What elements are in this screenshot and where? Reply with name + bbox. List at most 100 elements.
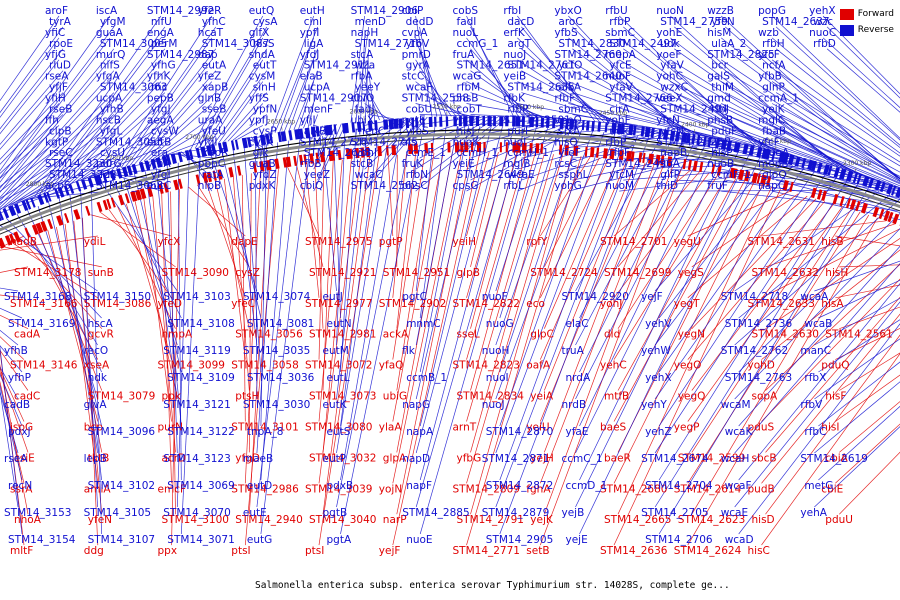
- reverse-gene-label-leader-line: [0, 81, 111, 202]
- reverse-gene-feature: [54, 188, 60, 199]
- forward-gene-label-leader-line: [617, 186, 772, 515]
- reverse-gene-label-lower-leader-line: [818, 319, 900, 373]
- reverse-gene-label-lower: yehW: [641, 345, 671, 357]
- reverse-gene-feature: [611, 122, 617, 134]
- reverse-gene-label: bcr: [711, 60, 728, 72]
- forward-gene-feature: [391, 144, 397, 156]
- reverse-gene-label-leader-line: [237, 125, 263, 140]
- reverse-gene-label-lower-leader-line: [243, 148, 262, 373]
- reverse-gene-label: sseB: [202, 104, 227, 116]
- forward-gene-label: STM14_3166: [10, 298, 78, 310]
- reverse-gene-label-leader-line: [771, 125, 900, 184]
- forward-gene-label-leader-line: [318, 159, 343, 422]
- reverse-gene-label-leader-line: [47, 48, 166, 192]
- reverse-gene-label: hscB: [96, 114, 121, 126]
- forward-gene-label-leader-line: [835, 423, 900, 484]
- forward-gene-label: ylaA: [379, 422, 403, 434]
- reverse-gene-feature: [155, 157, 163, 168]
- forward-gene-feature: [315, 152, 320, 163]
- reverse-gene-label: STM14_2825: [707, 49, 774, 61]
- forward-gene-feature: [789, 181, 794, 192]
- forward-gene-feature: [282, 157, 288, 168]
- reverse-gene-label: rfbD: [813, 38, 836, 50]
- reverse-gene-label: cobS: [453, 5, 479, 17]
- reverse-gene-feature: [97, 174, 103, 185]
- forward-gene-label: ppx: [158, 545, 178, 557]
- forward-gene-label: STM14_3056: [235, 329, 303, 341]
- reverse-gene-label-leader-line: [725, 179, 900, 207]
- reverse-gene-label: yfgA: [96, 71, 121, 83]
- forward-gene-feature: [147, 186, 154, 198]
- reverse-gene-feature: [499, 116, 504, 127]
- forward-gene-feature: [711, 164, 716, 175]
- reverse-gene-label: yfbS: [406, 125, 430, 137]
- forward-gene-label-leader-line: [613, 176, 727, 360]
- reverse-gene-label-lower: nuoG: [486, 318, 514, 330]
- reverse-gene-label-lower: STM14_2871: [482, 453, 549, 465]
- reverse-gene-label: STM14_2992: [147, 5, 214, 17]
- reverse-gene-feature: [298, 128, 304, 139]
- reverse-gene-label: wcaC: [355, 169, 383, 181]
- reverse-gene-feature: [351, 122, 356, 133]
- reverse-gene-feature: [294, 129, 301, 140]
- reverse-gene-feature: [816, 162, 823, 173]
- reverse-gene-label: yeeY: [355, 82, 381, 94]
- reverse-gene-label: dacD: [507, 16, 534, 28]
- reverse-gene-label: STM14_2760: [554, 49, 621, 61]
- reverse-gene-label-lower-leader-line: [336, 129, 391, 454]
- reverse-gene-feature: [150, 158, 157, 170]
- reverse-gene-label: STM14_2562: [351, 180, 418, 192]
- forward-gene-label: sunB: [88, 267, 114, 279]
- reverse-gene-label: mglB: [503, 158, 530, 170]
- forward-gene-label-leader-line: [543, 164, 655, 453]
- reverse-gene-feature: [726, 140, 732, 152]
- reverse-gene-label-lower-leader-line: [69, 194, 102, 481]
- reverse-gene-label: wcaG: [453, 71, 482, 83]
- reverse-gene-label-lower-leader-line: [0, 345, 23, 535]
- reverse-gene-label-leader-line: [70, 103, 162, 185]
- forward-gene-feature: [883, 210, 891, 221]
- reverse-gene-feature: [405, 118, 410, 129]
- reverse-gene-label-lower-leader-line: [738, 283, 900, 481]
- reverse-gene-label-leader-line: [826, 48, 900, 113]
- reverse-gene-label-leader-line: [771, 103, 900, 173]
- reverse-gene-label-lower-leader-line: [579, 144, 694, 373]
- reverse-gene-feature: [277, 131, 282, 143]
- forward-gene-label: oafA: [526, 360, 551, 372]
- forward-gene-label-leader-line: [223, 178, 246, 360]
- reverse-gene-feature: [707, 136, 712, 148]
- forward-gene-label: STM14_2977: [305, 298, 372, 310]
- reverse-gene-label: rsuA: [656, 158, 680, 170]
- forward-gene-label: glpA: [383, 452, 407, 464]
- reverse-gene-label: STM14_3055: [96, 136, 163, 148]
- reverse-gene-label-lower: STM14_3102: [88, 480, 155, 492]
- forward-gene-label-leader-line: [392, 151, 481, 546]
- reverse-gene-label-lower-leader-line: [654, 159, 772, 292]
- forward-gene-label: STM14_3073: [309, 391, 376, 403]
- reverse-gene-label-lower-leader-line: [340, 130, 379, 427]
- reverse-gene-feature: [675, 131, 681, 142]
- reverse-gene-label: alkB: [304, 125, 327, 137]
- reverse-gene-label: STM14_3063: [100, 82, 167, 94]
- reverse-gene-label: yohG: [554, 180, 581, 192]
- reverse-gene-label: veeX: [656, 93, 682, 105]
- reverse-gene-label-lower: ndk: [88, 372, 108, 384]
- reverse-gene-label-leader-line: [227, 103, 264, 142]
- forward-gene-label: sopA: [752, 391, 779, 403]
- reverse-gene-label: aegA: [147, 114, 175, 126]
- forward-gene-label: mltF: [10, 545, 33, 557]
- reverse-gene-label-lower-leader-line: [48, 202, 102, 427]
- forward-gene-label-leader-line: [392, 152, 444, 422]
- reverse-gene-label-lower-leader-line: [495, 127, 549, 292]
- reverse-gene-feature: [398, 118, 403, 129]
- reverse-gene-feature: [217, 142, 223, 154]
- reverse-gene-label: STM14_2638: [304, 147, 371, 159]
- reverse-gene-label-leader-line: [0, 26, 64, 114]
- reverse-gene-label-lower: lepB: [84, 453, 107, 465]
- reverse-gene-label-leader-line: [721, 146, 900, 196]
- reverse-gene-label-lower: yehZ: [645, 426, 672, 438]
- forward-gene-feature: [360, 147, 365, 158]
- reverse-gene-label-lower: wcaB: [804, 318, 832, 330]
- reverse-gene-label-leader-line: [670, 103, 872, 179]
- reverse-gene-label-lower-leader-line: [336, 133, 346, 346]
